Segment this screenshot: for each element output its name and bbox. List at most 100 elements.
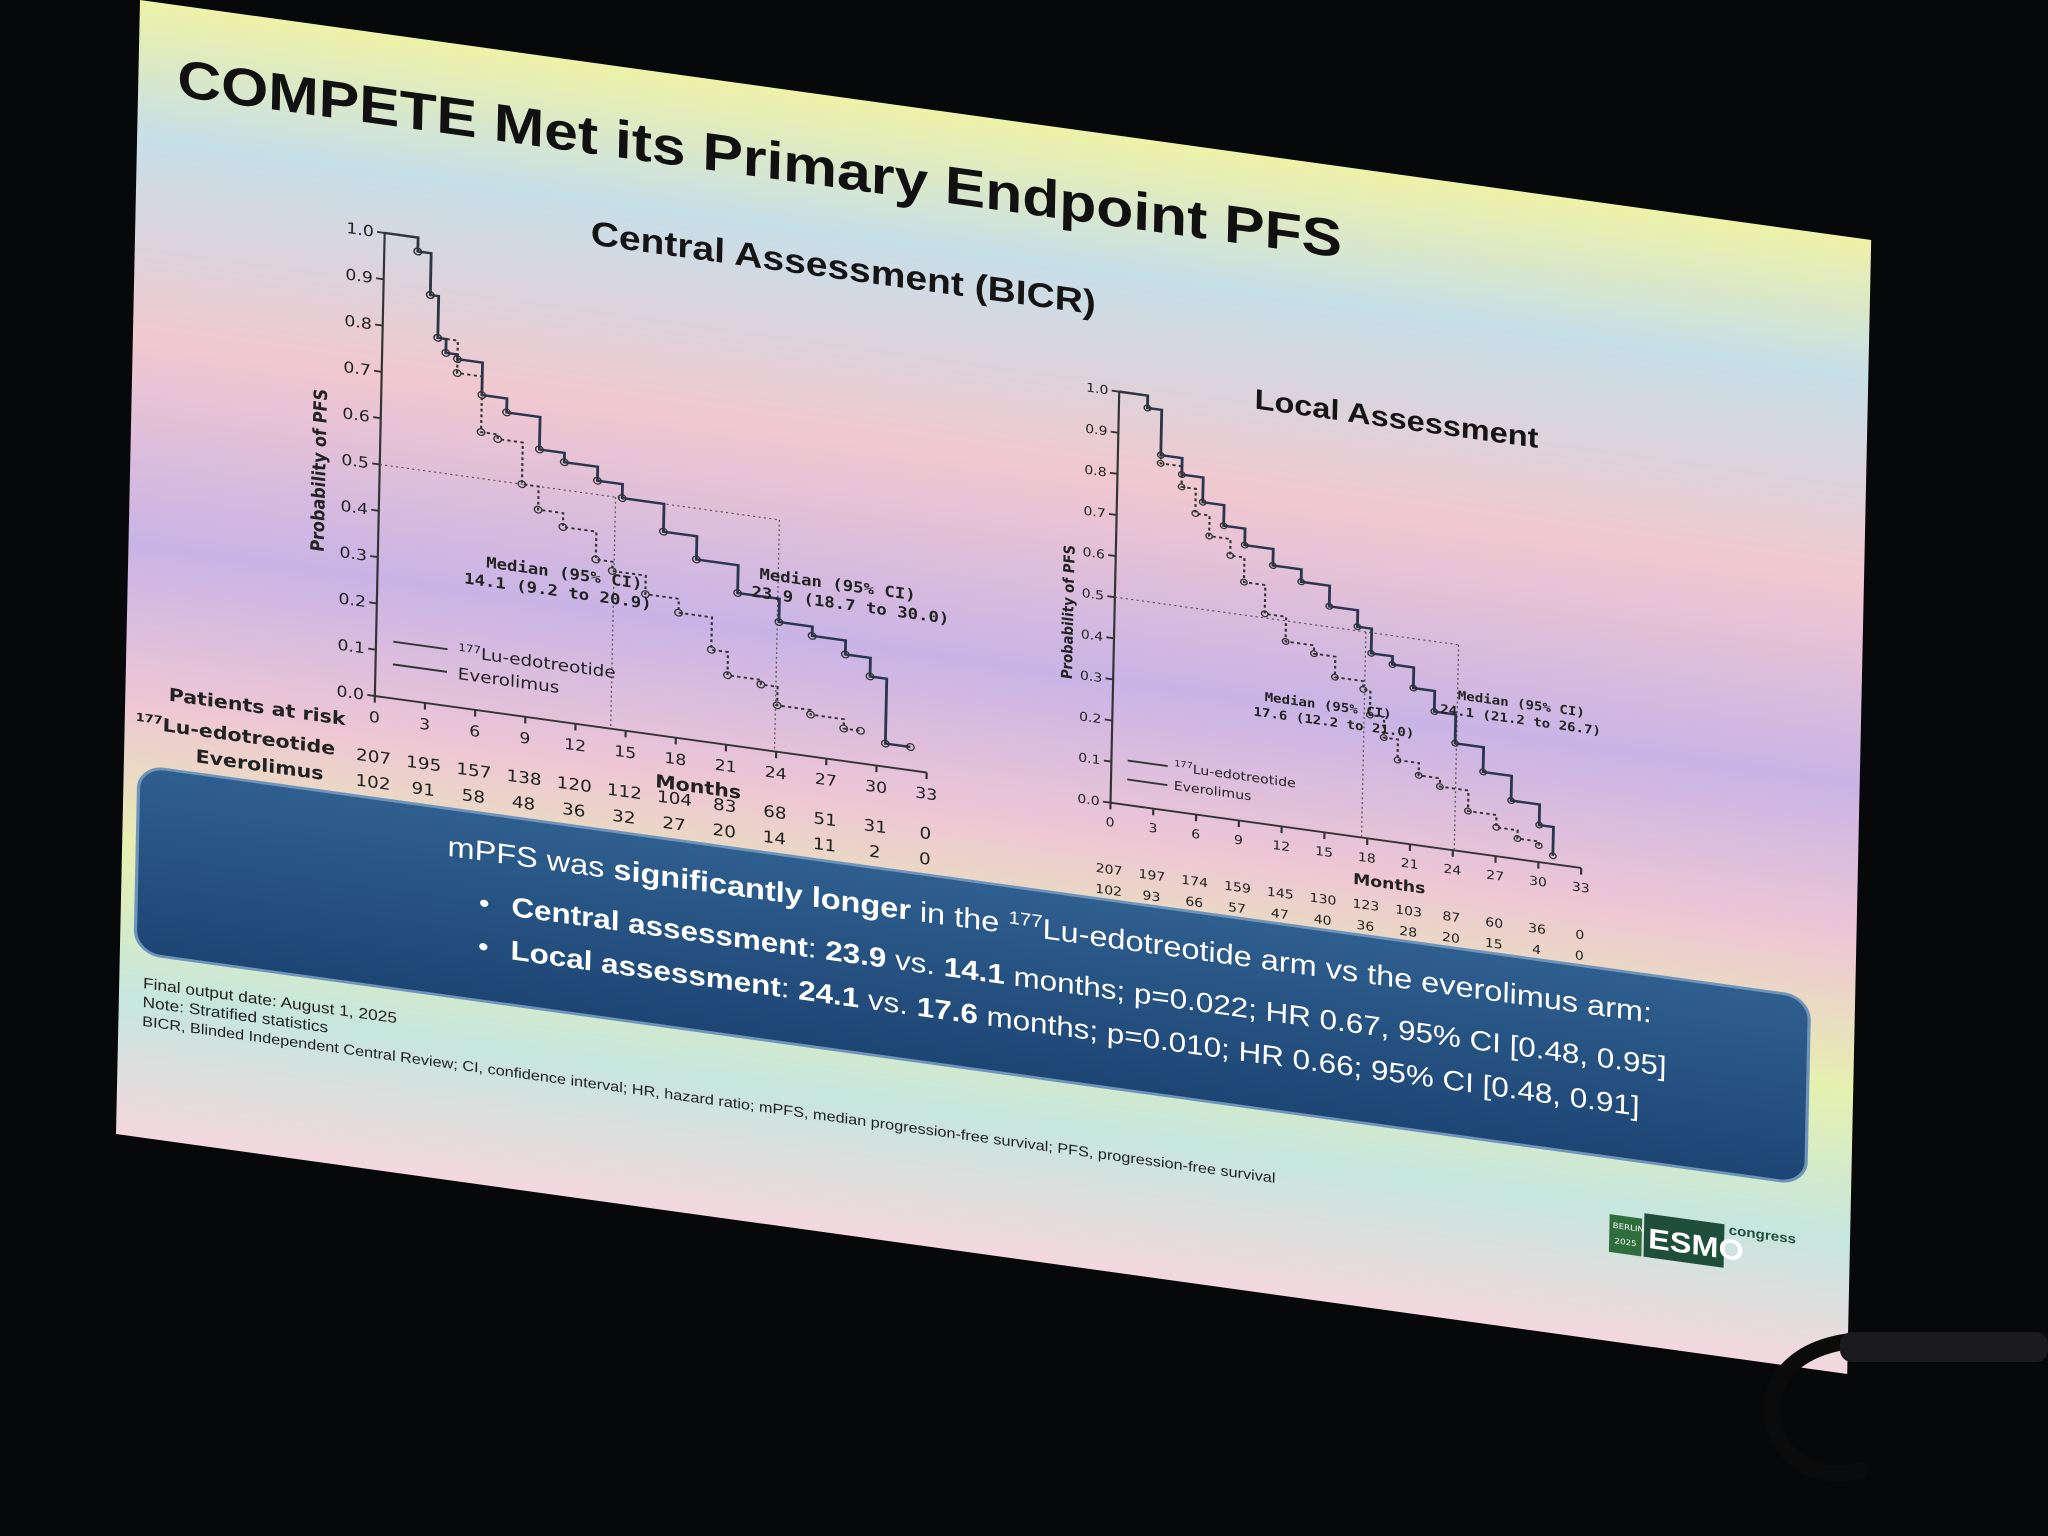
at-risk-value: 103 — [1395, 903, 1422, 921]
censor-mark — [441, 348, 451, 357]
x-tick-label: 6 — [1191, 827, 1200, 842]
censor-mark — [476, 428, 486, 437]
censor-mark — [533, 505, 543, 514]
censor-mark — [1239, 578, 1248, 586]
censor-mark — [658, 527, 668, 536]
y-tick-label: 0.1 — [337, 636, 365, 657]
censor-mark — [1379, 734, 1388, 742]
logo-year: 2025 — [1614, 1236, 1636, 1248]
y-tick-label: 0.8 — [1084, 463, 1107, 480]
x-axis-line — [1110, 801, 1582, 869]
at-risk-value: 138 — [506, 767, 541, 790]
censor-mark — [1268, 562, 1277, 569]
censor-mark — [607, 567, 617, 575]
y-tick-mark — [377, 230, 385, 234]
x-tick-label: 9 — [519, 729, 530, 748]
censor-mark — [1240, 541, 1249, 549]
median-vertical-line — [1360, 631, 1367, 838]
y-tick-mark — [1103, 759, 1112, 763]
at-risk-value: 0 — [919, 849, 931, 869]
censor-mark — [591, 555, 601, 564]
at-risk-value: 58 — [461, 786, 485, 808]
at-risk-value: 87 — [1442, 910, 1460, 926]
y-tick-label: 0.5 — [1082, 587, 1105, 604]
x-tick-label: 27 — [815, 770, 837, 791]
median-vertical-line — [773, 519, 781, 752]
censor-mark — [1507, 797, 1516, 805]
y-tick-label: 0.3 — [1080, 669, 1103, 686]
survival-curves — [1119, 390, 1557, 860]
y-tick-mark — [1104, 718, 1113, 722]
median-reference-lines — [379, 463, 781, 752]
censor-mark — [1430, 708, 1439, 716]
at-risk-value: 197 — [1138, 867, 1165, 885]
x-tick-label: 33 — [915, 784, 937, 805]
x-tick-label: 15 — [1315, 845, 1333, 861]
censor-mark — [1534, 842, 1543, 850]
censor-mark — [756, 680, 766, 689]
y-tick-mark — [368, 647, 376, 651]
x-tick-label: 15 — [614, 742, 636, 763]
y-tick-mark — [1111, 389, 1120, 393]
at-risk-value: 31 — [863, 816, 887, 838]
at-risk-value: 0 — [919, 824, 931, 844]
censor-mark — [1156, 459, 1165, 467]
x-tick-label: 33 — [1572, 880, 1590, 896]
censor-mark — [1548, 852, 1557, 860]
y-tick-labels: 0.0 0.1 0.2 0.3 0.4 0.5 0.6 0.7 0.8 0.9 1.0 — [1077, 381, 1108, 809]
y-tick-label: 0.1 — [1078, 751, 1101, 768]
censor-mark — [1143, 404, 1152, 412]
at-risk-value: 157 — [456, 760, 491, 783]
y-tick-label: 0.9 — [1085, 422, 1108, 439]
censor-mark — [534, 445, 544, 454]
y-tick-label: 0.6 — [1082, 546, 1105, 563]
censor-mark — [1464, 807, 1472, 815]
x-tick-label: 9 — [1234, 833, 1243, 848]
bullet-dot: • — [478, 932, 489, 963]
at-risk-value: 207 — [356, 746, 391, 769]
x-axis-line — [374, 695, 927, 774]
y-axis-label: Probability of PFS — [1059, 544, 1079, 680]
y-tick-mark — [369, 601, 377, 605]
censor-mark — [1435, 783, 1444, 791]
x-tick-label: 27 — [1486, 868, 1504, 884]
at-risk-value: 51 — [813, 809, 837, 831]
projected-slide: COMPETE Met its Primary Endpoint PFS Cen… — [115, 0, 1872, 1375]
x-tick-label: 18 — [1358, 851, 1376, 867]
microphone-silhouette — [1763, 1332, 2048, 1482]
censor-mark — [1353, 623, 1362, 631]
y-tick-label: 0.4 — [340, 497, 368, 518]
y-tick-label: 0.0 — [1077, 792, 1100, 809]
censor-mark — [640, 590, 650, 599]
at-risk-value: 0 — [1575, 928, 1584, 943]
y-tick-label: 0.8 — [344, 312, 372, 333]
summary-banner: mPFS was significantly longer in the 177… — [133, 767, 1811, 1183]
at-risk-value: 195 — [406, 753, 441, 776]
x-tick-labels: 0 3 6 9 12 15 18 21 24 27 30 33 — [369, 708, 938, 804]
logo-city: BERLIN — [1613, 1220, 1644, 1234]
censor-mark — [493, 435, 503, 443]
censor-mark — [413, 247, 423, 256]
x-tick-label: 18 — [664, 749, 686, 770]
at-risk-value: 123 — [1352, 897, 1379, 915]
y-tick-mark — [374, 369, 382, 373]
at-risk-value: 40 — [1313, 913, 1331, 929]
censor-mark — [1414, 771, 1423, 779]
censor-mark — [806, 710, 816, 719]
censor-mark — [592, 476, 602, 485]
logo-brand-box — [1643, 1213, 1725, 1268]
at-risk-value: 47 — [1271, 907, 1289, 923]
censor-mark — [502, 408, 512, 417]
at-risk-value: 28 — [1399, 924, 1417, 940]
y-tick-label: 0.5 — [341, 451, 369, 472]
censor-mark — [855, 726, 865, 735]
tick-marks — [367, 230, 928, 780]
y-tick-label: 1.0 — [1086, 381, 1109, 398]
at-risk-value: 145 — [1267, 885, 1294, 903]
at-risk-values: 207 197 174 159 145 130 123 103 87 60 36 0 102 93 66 57… — [1095, 862, 1584, 964]
censor-mark — [1367, 649, 1376, 657]
censor-mark — [433, 333, 443, 342]
censor-mark — [617, 494, 627, 503]
y-tick-labels: 0.0 0.1 0.2 0.3 0.4 0.5 0.6 0.7 0.8 0.9 1.0 — [336, 219, 374, 703]
censor-mark — [1309, 650, 1318, 658]
